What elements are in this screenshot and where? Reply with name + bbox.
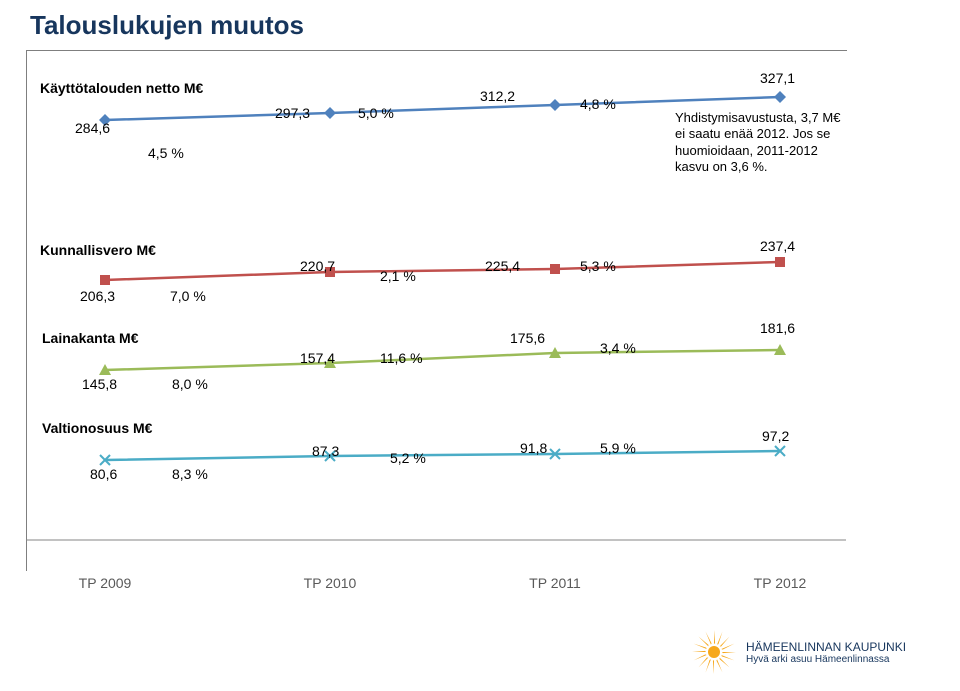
delta-label: 5,0 % [358,105,394,121]
value-label: 237,4 [760,238,795,254]
series-title: Lainakanta M€ [42,330,138,346]
delta-label: 5,9 % [600,440,636,456]
value-label: 157,4 [300,350,335,366]
x-axis-label: TP 2009 [79,575,132,591]
delta-label: 5,2 % [390,450,426,466]
sun-icon [690,628,738,676]
value-label: 91,8 [520,440,547,456]
value-label: 97,2 [762,428,789,444]
value-label: 87,3 [312,443,339,459]
value-label: 327,1 [760,70,795,86]
series-title: Valtionosuus M€ [42,420,152,436]
chart-note: Yhdistymisavustusta, 3,7 M€ei saatu enää… [675,110,840,175]
value-label: 225,4 [485,258,520,274]
logo-title: HÄMEENLINNAN KAUPUNKI [746,640,906,654]
value-label: 175,6 [510,330,545,346]
delta-label: 8,3 % [172,466,208,482]
series-title: Käyttötalouden netto M€ [40,80,203,96]
delta-label: 5,3 % [580,258,616,274]
delta-label: 11,6 % [380,350,423,366]
value-label: 80,6 [90,466,117,482]
logo-subtitle: Hyvä arki asuu Hämeenlinnassa [746,654,906,665]
x-axis-label: TP 2012 [754,575,807,591]
delta-label: 8,0 % [172,376,208,392]
value-label: 206,3 [80,288,115,304]
value-label: 297,3 [275,105,310,121]
value-label: 312,2 [480,88,515,104]
delta-label: 4,5 % [148,145,184,161]
value-label: 284,6 [75,120,110,136]
delta-label: 7,0 % [170,288,206,304]
series-title: Kunnallisvero M€ [40,242,156,258]
value-label: 181,6 [760,320,795,336]
x-axis-label: TP 2010 [304,575,357,591]
logo-area: HÄMEENLINNAN KAUPUNKI Hyvä arki asuu Häm… [690,628,906,676]
x-axis-label: TP 2011 [529,575,581,591]
delta-label: 2,1 % [380,268,416,284]
value-label: 220,7 [300,258,335,274]
delta-label: 3,4 % [600,340,636,356]
value-label: 145,8 [82,376,117,392]
delta-label: 4,8 % [580,96,616,112]
